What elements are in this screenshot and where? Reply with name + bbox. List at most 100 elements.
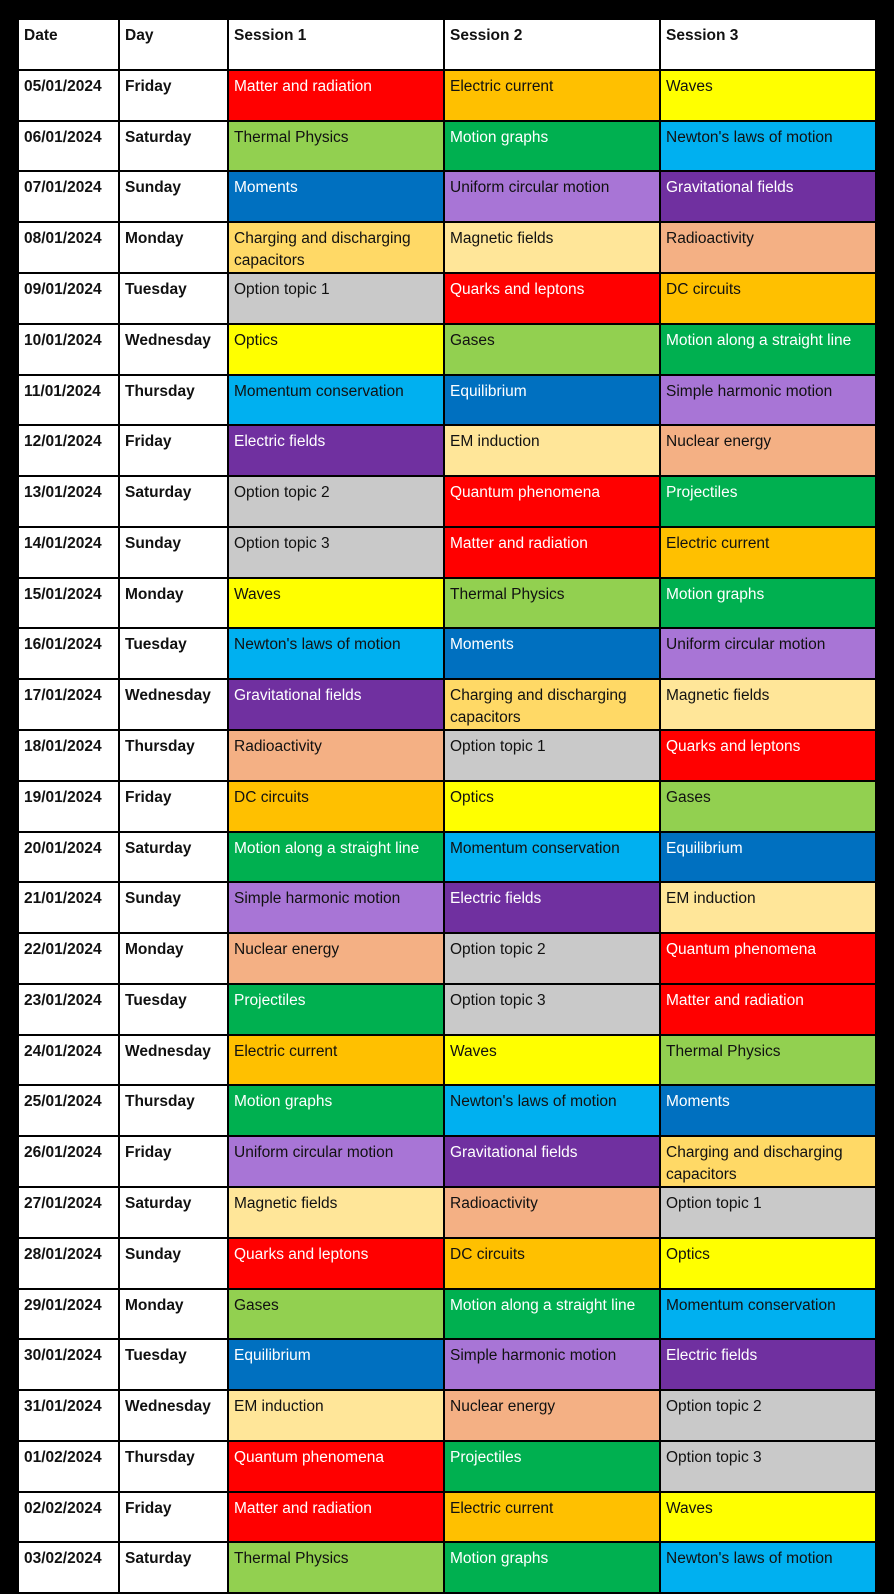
table-row: 23/01/2024 Tuesday Projectiles Option topic… (17, 982, 877, 1036)
session-1-cell: Gases (227, 1287, 445, 1341)
session-1-cell: Option topic 1 (227, 272, 445, 325)
date-cell: 06/01/2024 (17, 119, 120, 173)
session-3-cell: Radioactivity (659, 221, 877, 274)
session-1-cell: Optics (227, 322, 445, 376)
header-date: Date (17, 18, 120, 71)
date-cell: 20/01/2024 (17, 830, 120, 884)
date-cell: 05/01/2024 (17, 68, 120, 122)
session-1-cell: Quarks and leptons (227, 1236, 445, 1290)
session-2-cell: Motion graphs (443, 119, 661, 173)
session-1-cell: Waves (227, 576, 445, 630)
session-3-cell: Moments (659, 1084, 877, 1137)
date-cell: 25/01/2024 (17, 1084, 120, 1137)
session-3-cell: Motion graphs (659, 576, 877, 630)
session-2-cell: Charging and discharging capacitors (443, 678, 661, 731)
table-row: 13/01/2024 Saturday Option topic 2 Quantum … (17, 475, 877, 528)
session-2-cell: Option topic 3 (443, 982, 661, 1036)
table-row: 05/01/2024 Friday Matter and radiation Elec… (17, 68, 877, 122)
session-1-cell: Uniform circular motion (227, 1135, 445, 1188)
session-1-cell: Option topic 2 (227, 475, 445, 528)
session-2-cell: Electric current (443, 1490, 661, 1544)
session-2-cell: Newton's laws of motion (443, 1084, 661, 1137)
table-row: 06/01/2024 Saturday Thermal Physics Motion … (17, 119, 877, 173)
session-2-cell: Quantum phenomena (443, 475, 661, 528)
session-1-cell: Radioactivity (227, 729, 445, 782)
day-cell: Thursday (118, 373, 229, 427)
table-row: 03/02/2024 Saturday Thermal Physics Motion … (17, 1541, 877, 1594)
session-3-cell: Waves (659, 68, 877, 122)
date-cell: 10/01/2024 (17, 322, 120, 376)
day-cell: Saturday (118, 1186, 229, 1239)
day-cell: Sunday (118, 525, 229, 579)
date-cell: 14/01/2024 (17, 525, 120, 579)
table-row: 31/01/2024 Wednesday EM induction Nuclear e… (17, 1389, 877, 1442)
session-1-cell: Nuclear energy (227, 932, 445, 985)
date-cell: 24/01/2024 (17, 1033, 120, 1087)
session-1-cell: DC circuits (227, 779, 445, 833)
session-1-cell: Gravitational fields (227, 678, 445, 731)
session-2-cell: Option topic 1 (443, 729, 661, 782)
session-2-cell: Gravitational fields (443, 1135, 661, 1188)
session-3-cell: Simple harmonic motion (659, 373, 877, 427)
session-2-cell: Motion graphs (443, 1541, 661, 1594)
session-1-cell: Moments (227, 170, 445, 223)
date-cell: 08/01/2024 (17, 221, 120, 274)
date-cell: 28/01/2024 (17, 1236, 120, 1290)
table-row: 17/01/2024 Wednesday Gravitational fields C… (17, 678, 877, 731)
session-2-cell: EM induction (443, 424, 661, 477)
day-cell: Tuesday (118, 1338, 229, 1391)
table-row: 07/01/2024 Sunday Moments Uniform circular … (17, 170, 877, 223)
date-cell: 19/01/2024 (17, 779, 120, 833)
session-2-cell: Motion along a straight line (443, 1287, 661, 1341)
session-3-cell: Nuclear energy (659, 424, 877, 477)
date-cell: 27/01/2024 (17, 1186, 120, 1239)
table-row: 02/02/2024 Friday Matter and radiation Elec… (17, 1490, 877, 1544)
session-1-cell: Motion graphs (227, 1084, 445, 1137)
date-cell: 07/01/2024 (17, 170, 120, 223)
table-row: 27/01/2024 Saturday Magnetic fields Radioac… (17, 1186, 877, 1239)
date-cell: 15/01/2024 (17, 576, 120, 630)
session-1-cell: Equilibrium (227, 1338, 445, 1391)
table-row: 10/01/2024 Wednesday Optics Gases Motion alo… (17, 322, 877, 376)
session-2-cell: Option topic 2 (443, 932, 661, 985)
day-cell: Sunday (118, 170, 229, 223)
session-2-cell: Gases (443, 322, 661, 376)
date-cell: 13/01/2024 (17, 475, 120, 528)
session-1-cell: Matter and radiation (227, 68, 445, 122)
header-row: Date Day Session 1 Session 2 Session 3 (17, 18, 877, 71)
session-3-cell: Option topic 1 (659, 1186, 877, 1239)
session-3-cell: Newton's laws of motion (659, 1541, 877, 1594)
day-cell: Wednesday (118, 322, 229, 376)
session-3-cell: Newton's laws of motion (659, 119, 877, 173)
day-cell: Tuesday (118, 982, 229, 1036)
table-row: 28/01/2024 Sunday Quarks and leptons DC cir… (17, 1236, 877, 1290)
session-2-cell: Moments (443, 627, 661, 680)
day-cell: Friday (118, 1490, 229, 1544)
table-row: 08/01/2024 Monday Charging and discharging… (17, 221, 877, 274)
session-3-cell: Magnetic fields (659, 678, 877, 731)
session-3-cell: Electric current (659, 525, 877, 579)
session-3-cell: Option topic 3 (659, 1439, 877, 1493)
table-row: 18/01/2024 Thursday Radioactivity Option to… (17, 729, 877, 782)
session-1-cell: EM induction (227, 1389, 445, 1442)
day-cell: Wednesday (118, 1033, 229, 1087)
date-cell: 02/02/2024 (17, 1490, 120, 1544)
session-2-cell: Radioactivity (443, 1186, 661, 1239)
session-2-cell: Momentum conservation (443, 830, 661, 884)
session-3-cell: Thermal Physics (659, 1033, 877, 1087)
session-2-cell: Matter and radiation (443, 525, 661, 579)
date-cell: 22/01/2024 (17, 932, 120, 985)
session-2-cell: Uniform circular motion (443, 170, 661, 223)
day-cell: Friday (118, 1135, 229, 1188)
schedule-body: 05/01/2024 Friday Matter and radiation Elec… (17, 68, 877, 1594)
table-row: 25/01/2024 Thursday Motion graphs Newton's … (17, 1084, 877, 1137)
session-2-cell: Optics (443, 779, 661, 833)
day-cell: Saturday (118, 475, 229, 528)
day-cell: Friday (118, 68, 229, 122)
day-cell: Tuesday (118, 272, 229, 325)
session-2-cell: Thermal Physics (443, 576, 661, 630)
session-2-cell: Nuclear energy (443, 1389, 661, 1442)
session-3-cell: Charging and discharging capacitors (659, 1135, 877, 1188)
session-1-cell: Electric fields (227, 424, 445, 477)
date-cell: 12/01/2024 (17, 424, 120, 477)
